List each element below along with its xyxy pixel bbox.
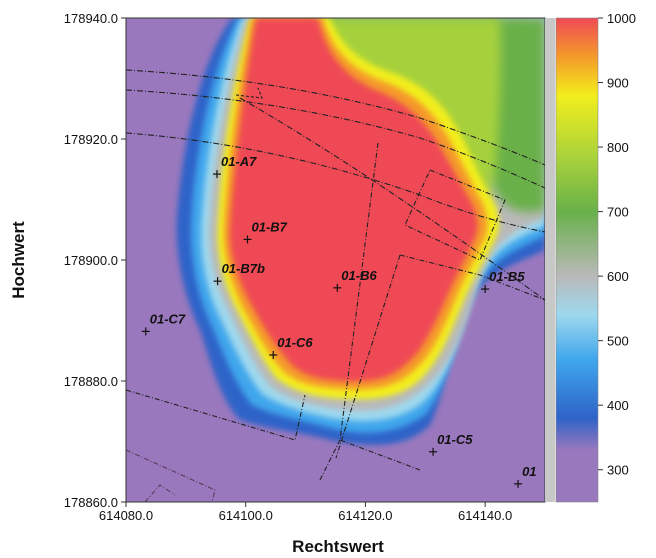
x-tick-label: 614140.0 <box>458 508 512 523</box>
colorbar-tick-label: 800 <box>607 140 629 155</box>
well-point: 01-C6 <box>269 335 313 359</box>
plot-area: 01-A7 01-B7 01-B7b 01-B6 01-B5 01-C7 01-C6 01-C… <box>126 18 545 502</box>
infrastructure-lines <box>126 69 545 502</box>
colorbar-tick-label: 500 <box>607 334 629 349</box>
x-tick-label: 614080.0 <box>99 508 153 523</box>
well-point: 01-B5 <box>481 269 525 294</box>
well-label: 01-B7b <box>222 261 265 276</box>
well-label: 01-C6 <box>277 335 313 350</box>
well-points: 01-A7 01-B7 01-B7b 01-B6 01-B5 01-C7 01-C6 01-C… <box>141 154 537 488</box>
building-outline-3 <box>335 254 401 459</box>
well-point: 01-C5 <box>429 432 473 456</box>
colorbar-tick-label: 400 <box>607 398 629 413</box>
colorbar-tick-label: 700 <box>607 205 629 220</box>
well-point: 01-C7 <box>141 311 186 336</box>
colorbar-ticks: 1000 900 800 700 600 500 400 300 <box>598 11 636 478</box>
colorbar-tick-label: 300 <box>607 463 629 478</box>
well-point: 01-A7 <box>212 154 257 179</box>
building-outline-5 <box>399 254 545 301</box>
well-label: 01-C5 <box>437 432 473 447</box>
well-label: 01-B6 <box>341 268 377 283</box>
y-tick-label: 178900.0 <box>64 253 118 268</box>
colorbar-tick-label: 1000 <box>607 11 636 26</box>
y-axis: 178940.0 178920.0 178900.0 178880.0 178860.0 <box>64 11 126 510</box>
y-axis-title: Hochwert <box>9 221 28 299</box>
building-outline-9 <box>235 87 263 99</box>
road-line-1 <box>126 69 545 166</box>
well-label: 01-B5 <box>489 269 525 284</box>
y-tick-label: 178940.0 <box>64 11 118 26</box>
road-line-2 <box>126 89 545 189</box>
x-tick-label: 614120.0 <box>338 508 392 523</box>
x-axis-title: Rechtswert <box>292 537 384 556</box>
building-outline-4 <box>404 169 506 261</box>
colorbar-tick-label: 600 <box>607 269 629 284</box>
well-label: 01 <box>522 464 536 479</box>
road-line-4 <box>239 97 545 301</box>
well-point: 01-B7 <box>243 219 288 244</box>
building-outline-2 <box>319 439 341 481</box>
colorbar <box>555 17 599 503</box>
colorbar-tick-label: 900 <box>607 76 629 91</box>
well-point: 01 <box>514 464 537 488</box>
well-point: 01-B6 <box>333 268 377 292</box>
road-line-3 <box>126 132 545 233</box>
well-label: 01-A7 <box>221 154 257 169</box>
well-point: 01-B7b <box>213 261 265 286</box>
building-outline-7 <box>126 449 216 502</box>
y-tick-label: 178860.0 <box>64 495 118 510</box>
x-axis: 614080.0 614100.0 614120.0 614140.0 <box>99 502 512 523</box>
colorbar-separator <box>545 18 555 502</box>
well-label: 01-B7 <box>252 219 288 234</box>
y-tick-label: 178880.0 <box>64 374 118 389</box>
y-tick-label: 178920.0 <box>64 132 118 147</box>
well-label: 01-C7 <box>150 311 186 326</box>
building-outline-8 <box>144 484 176 502</box>
x-tick-label: 614100.0 <box>219 508 273 523</box>
